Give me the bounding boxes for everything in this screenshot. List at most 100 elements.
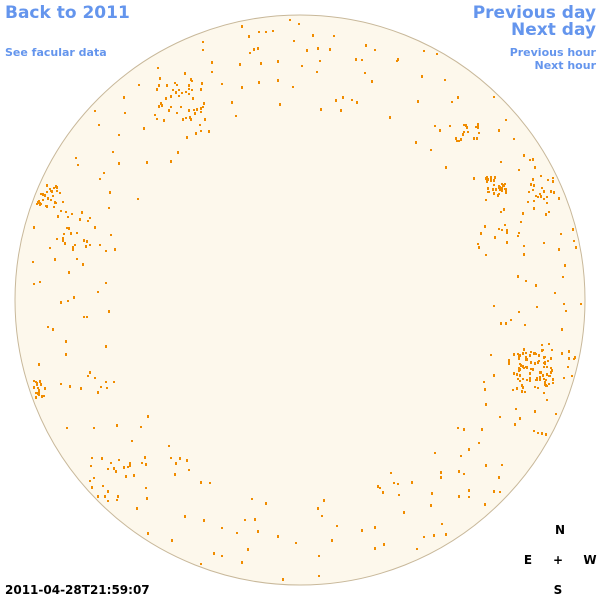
facula: [321, 515, 323, 517]
facula: [543, 198, 545, 200]
facula: [125, 475, 127, 478]
facula: [66, 227, 68, 229]
facula: [539, 193, 541, 195]
facula: [505, 322, 507, 325]
facula: [39, 281, 41, 283]
facula: [170, 160, 172, 163]
facula: [159, 77, 161, 80]
facula: [107, 500, 109, 502]
facula: [39, 380, 41, 383]
facula: [196, 108, 198, 111]
facula: [403, 511, 405, 514]
facula: [258, 31, 260, 33]
facula: [53, 187, 55, 189]
facula: [50, 199, 52, 201]
previous-hour-link[interactable]: Previous hour: [510, 46, 597, 59]
facula: [505, 188, 507, 191]
facula: [136, 507, 138, 510]
facula: [530, 361, 532, 364]
facula: [534, 362, 536, 365]
facula: [186, 136, 188, 139]
facula: [93, 427, 95, 429]
facula: [549, 375, 551, 377]
facula: [46, 191, 48, 193]
facula: [538, 354, 540, 357]
next-day-link[interactable]: Next day: [511, 20, 596, 40]
facula: [544, 356, 546, 358]
facula: [39, 203, 41, 206]
facula: [468, 489, 470, 492]
facula: [146, 497, 148, 500]
facula: [440, 471, 442, 474]
facula: [203, 519, 205, 522]
facula: [213, 552, 215, 555]
facula: [525, 352, 527, 354]
facula: [110, 462, 112, 464]
facula: [292, 86, 294, 88]
facula: [546, 202, 548, 204]
facula: [533, 352, 535, 355]
back-link[interactable]: Back to 2011: [5, 3, 130, 23]
facula: [202, 106, 204, 108]
facula: [506, 229, 508, 232]
facula: [522, 212, 524, 215]
facula: [64, 242, 66, 245]
facula: [320, 108, 322, 111]
facula: [202, 49, 204, 51]
facula: [203, 102, 205, 105]
facula: [181, 92, 183, 94]
facula: [257, 530, 259, 533]
facula: [298, 23, 300, 25]
facula: [109, 191, 111, 194]
facula: [501, 187, 503, 190]
facula: [551, 349, 553, 351]
previous-day-link[interactable]: Previous day: [473, 3, 596, 23]
facula: [161, 104, 163, 107]
facular-link[interactable]: See facular data: [5, 46, 107, 59]
facula: [185, 91, 187, 93]
facula: [538, 360, 540, 362]
facula: [166, 84, 168, 87]
facula: [195, 132, 197, 135]
facula: [430, 504, 432, 507]
facula: [116, 499, 118, 501]
facula: [180, 106, 182, 108]
facula: [97, 291, 99, 293]
facula: [200, 563, 202, 565]
facula: [565, 310, 567, 312]
facula: [525, 280, 527, 282]
facula: [500, 322, 502, 325]
facula: [517, 275, 519, 278]
facula: [473, 177, 475, 180]
facula: [176, 84, 178, 86]
facula: [530, 368, 532, 370]
facula: [520, 221, 522, 223]
facula: [494, 236, 496, 239]
facula: [248, 35, 250, 38]
facula: [457, 96, 459, 99]
facula: [254, 518, 256, 521]
facula: [525, 359, 527, 361]
facula: [140, 426, 142, 428]
facula: [355, 58, 357, 61]
next-hour-link[interactable]: Next hour: [535, 59, 597, 72]
facula: [552, 382, 554, 384]
facula: [145, 463, 147, 466]
facula: [200, 111, 202, 113]
facula: [562, 276, 564, 278]
facula: [519, 363, 521, 365]
facula: [495, 188, 497, 191]
facula: [364, 72, 366, 74]
facula: [104, 495, 106, 498]
facula: [178, 89, 180, 91]
facula: [506, 241, 508, 244]
facula: [518, 357, 520, 360]
facula: [105, 381, 107, 383]
facula: [103, 172, 105, 174]
facula: [544, 381, 546, 383]
facula: [83, 239, 85, 242]
facula: [499, 491, 501, 493]
facula: [35, 381, 37, 383]
facula: [365, 44, 367, 47]
facula: [541, 432, 543, 435]
